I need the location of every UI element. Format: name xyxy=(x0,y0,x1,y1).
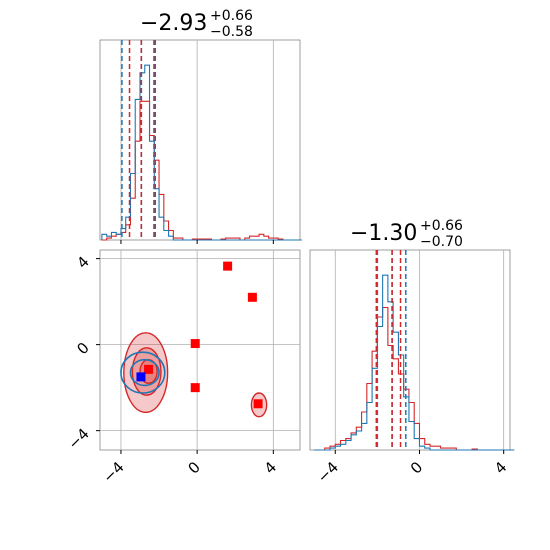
title-param-2-median: −1.30 xyxy=(350,221,417,246)
tick-label-joint-y-0: −4 xyxy=(64,425,92,453)
tick-label-hist2-x-2: 4 xyxy=(491,458,510,477)
title-param-2: −1.30 xyxy=(350,221,417,246)
title-param-2-plus: +0.66 xyxy=(420,218,463,234)
tick-label-hist2-x-0: −4 xyxy=(314,458,342,486)
title-param-1-minus: −0.58 xyxy=(210,24,253,40)
tick-label-hist2-x-1: 0 xyxy=(407,458,426,477)
joint-blue-marker xyxy=(136,372,146,382)
tick-label-joint-x-2: 4 xyxy=(261,458,280,477)
joint-red-marker-1 xyxy=(247,292,257,302)
hist-1-blue-series xyxy=(101,64,302,241)
panel-joint-frame xyxy=(99,249,301,451)
joint-blue-contour-0 xyxy=(120,351,166,394)
title-param-1-plus: +0.66 xyxy=(210,8,253,24)
tick-label-joint-x-0: −4 xyxy=(99,458,127,486)
joint-red-marker-0 xyxy=(223,261,233,271)
title-param-2-minus: −0.70 xyxy=(420,234,463,250)
joint-blue-contour-1 xyxy=(129,358,160,387)
joint-red-marker-3 xyxy=(190,383,200,393)
panel-hist-2-frame xyxy=(309,249,511,451)
joint-red-marker-4 xyxy=(253,399,263,409)
joint-red-marker-5 xyxy=(144,364,154,374)
joint-red-marker-2 xyxy=(190,339,200,349)
panel-hist-1-frame xyxy=(99,39,301,241)
title-param-1-median: −2.93 xyxy=(140,11,207,36)
title-param-1: −2.93 xyxy=(140,11,207,36)
tick-label-joint-y-2: 4 xyxy=(73,253,92,272)
hist-2-blue-series xyxy=(314,274,515,451)
tick-label-joint-x-1: 0 xyxy=(184,458,203,477)
tick-label-joint-y-1: 0 xyxy=(73,339,92,358)
